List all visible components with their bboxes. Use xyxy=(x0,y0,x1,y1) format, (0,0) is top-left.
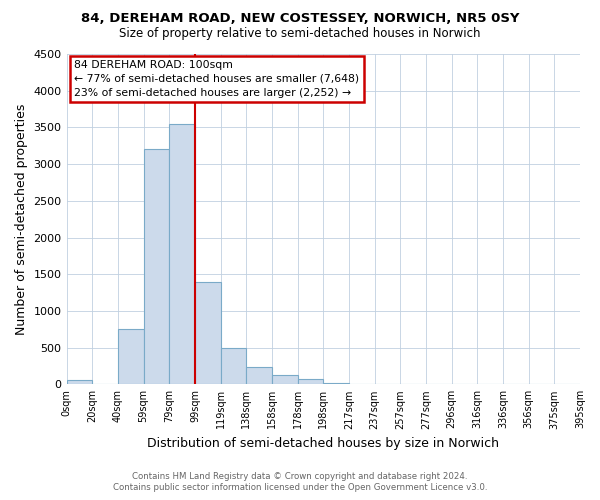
Bar xyxy=(169,124,195,384)
Bar xyxy=(195,282,221,385)
Text: Size of property relative to semi-detached houses in Norwich: Size of property relative to semi-detach… xyxy=(119,28,481,40)
Bar xyxy=(118,330,143,384)
Bar xyxy=(246,368,272,384)
Text: Contains HM Land Registry data © Crown copyright and database right 2024.
Contai: Contains HM Land Registry data © Crown c… xyxy=(113,472,487,492)
Y-axis label: Number of semi-detached properties: Number of semi-detached properties xyxy=(15,104,28,335)
Text: 84, DEREHAM ROAD, NEW COSTESSEY, NORWICH, NR5 0SY: 84, DEREHAM ROAD, NEW COSTESSEY, NORWICH… xyxy=(81,12,519,26)
Bar xyxy=(298,379,323,384)
Bar xyxy=(67,380,92,384)
Bar xyxy=(221,348,246,385)
Bar xyxy=(143,150,169,384)
X-axis label: Distribution of semi-detached houses by size in Norwich: Distribution of semi-detached houses by … xyxy=(147,437,499,450)
Bar xyxy=(272,375,298,384)
Bar xyxy=(323,383,349,384)
Text: 84 DEREHAM ROAD: 100sqm
← 77% of semi-detached houses are smaller (7,648)
23% of: 84 DEREHAM ROAD: 100sqm ← 77% of semi-de… xyxy=(74,60,359,98)
